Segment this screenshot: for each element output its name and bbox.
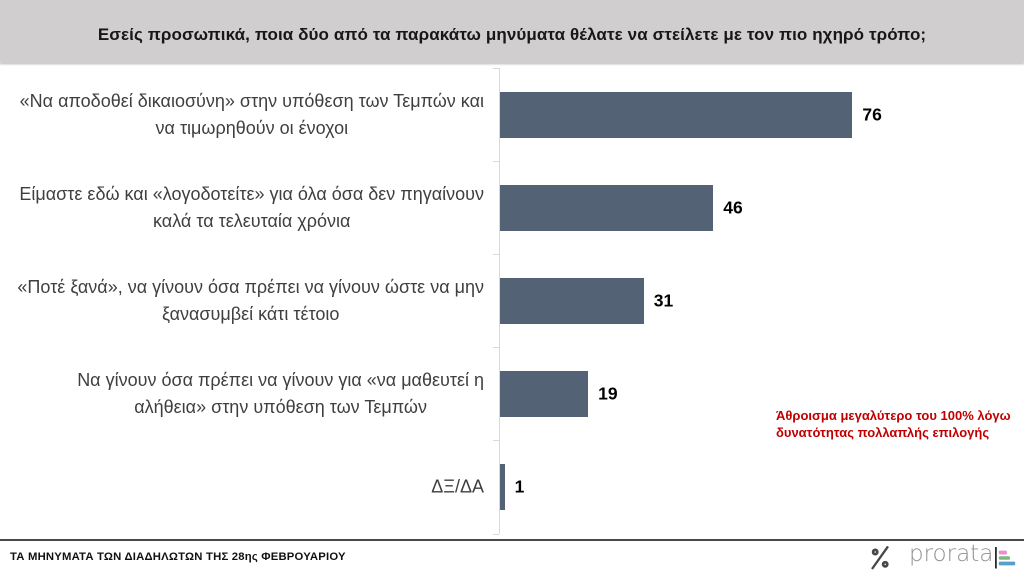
category-label: Είμαστε εδώ και «λογοδοτείτε» για όλα όσ… xyxy=(19,183,484,231)
footer-divider xyxy=(0,539,1024,541)
prorata-wordmark: prorata xyxy=(909,541,994,567)
category-label: Να γίνουν όσα πρέπει να γίνουν για «να μ… xyxy=(77,370,484,418)
percent-icon xyxy=(871,545,889,570)
annotation-note: Άθροισμα μεγαλύτερο του 100% λόγω δυνατό… xyxy=(776,408,1011,440)
axis-tick xyxy=(493,533,499,535)
axis-tick xyxy=(493,253,499,255)
title-bar: Εσείς προσωπικά, ποια δύο από τα παρακάτ… xyxy=(0,0,1024,63)
chart-title: Εσείς προσωπικά, ποια δύο από τα παρακάτ… xyxy=(97,25,927,44)
bar-value-label: 1 xyxy=(514,476,525,497)
category-label: «Ποτέ ξανά», να γίνουν όσα πρέπει να γίν… xyxy=(17,277,484,324)
bar-value-label: 31 xyxy=(653,290,674,311)
footer-source-text: ΤΑ ΜΗΝΥΜΑΤΑ ΤΩΝ ΔΙΑΔΗΛΩΤΩΝ ΤΗΣ 28ης ΦΕΒΡ… xyxy=(10,551,346,563)
axis-tick xyxy=(493,160,499,162)
bar xyxy=(500,464,505,511)
axis-tick xyxy=(493,440,499,442)
prorata-logo-icon xyxy=(995,547,1016,569)
category-label: ΔΞ/ΔΑ xyxy=(431,476,484,497)
brand-area: prorata xyxy=(0,541,1024,576)
bar-value-label: 46 xyxy=(723,197,743,218)
bar xyxy=(500,184,714,231)
category-axis-line xyxy=(499,68,500,534)
category-label: «Να αποδοθεί δικαιοσύνη» στην υπόθεση τω… xyxy=(19,90,484,138)
bar-value-label: 19 xyxy=(598,383,618,404)
bar-value-label: 76 xyxy=(862,104,882,125)
bar xyxy=(500,278,644,324)
bar xyxy=(500,91,853,138)
bar xyxy=(500,371,589,418)
axis-tick xyxy=(493,67,499,69)
axis-tick xyxy=(493,347,499,349)
